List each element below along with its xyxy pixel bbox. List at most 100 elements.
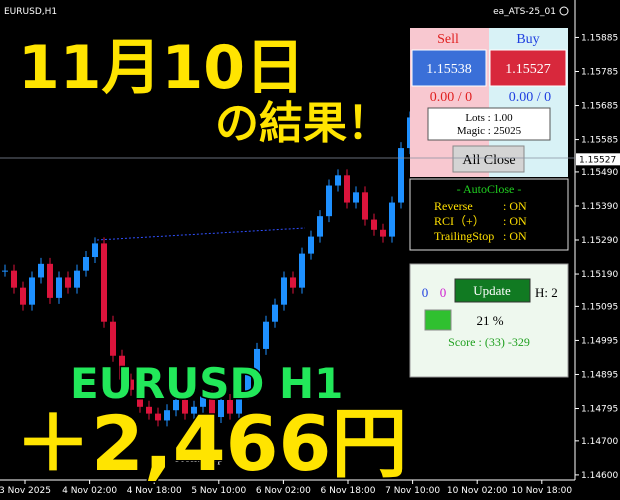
candle [209,396,215,418]
x-tick-label: 6 Nov 02:00 [256,486,311,496]
profit-stop: Profit Stop [175,453,223,465]
candle [389,202,395,237]
buy-price: 1.15527 [505,62,551,77]
x-tick-label: 5 Nov 10:00 [191,486,246,496]
autoclose-state: : ON [503,214,527,228]
x-tick-label: 7 Nov 10:00 [385,486,440,496]
candle [20,287,26,305]
autoclose-name: RCI（+） [434,214,485,228]
left-count: 0 [422,285,429,300]
candle [83,257,89,271]
sell-label: Sell [437,32,459,47]
ea-icon [559,6,569,16]
autoclose-title: - AutoClose - [457,182,522,196]
sell-price: 1.15538 [426,62,472,77]
candle [128,379,134,390]
dotted-line [96,227,306,241]
autoclose-rows: Reverse : ON RCI（+） : ON TrailingStop : ON [434,199,527,243]
score: Score : (33) -329 [448,335,530,349]
y-tick-label: 1.15785 [581,67,618,77]
candle [353,192,359,203]
candle [326,185,332,217]
candle [254,348,260,373]
candle [137,389,143,407]
candle [182,400,188,414]
candle [38,263,44,278]
candle [362,192,368,220]
candle [245,372,251,394]
y-tick-label: 1.15490 [581,168,618,178]
candle [92,243,98,258]
buy-button[interactable] [489,49,567,87]
candle [164,410,170,421]
candle [371,219,377,230]
candle [218,400,224,418]
candle [110,321,116,356]
candle [299,253,305,288]
autoclose-panel [409,178,569,251]
candle [65,277,71,288]
y-tick-label: 1.14700 [581,437,618,447]
candle [272,304,278,322]
y-tick-label: 1.15885 [581,33,618,43]
x-tick-label: 3 Nov 2025 [0,486,51,496]
candle [119,355,125,380]
pair-overlay: EURUSD H1 [70,359,343,408]
y-tick-label: 1.15190 [581,270,618,280]
magic: Magic : 25025 [457,125,522,137]
current-price-box [576,153,620,166]
percent: 21 % [476,313,503,328]
candle [56,277,62,298]
profit-overlay: ＋2,466円 [15,399,407,488]
buy-pl: 0.00 / 0 [509,90,551,105]
sell-pl: 0.00 / 0 [430,90,472,105]
candle [155,413,161,421]
candle [317,216,323,237]
update-button[interactable] [454,278,531,303]
axes: 1.15885 1.15785 1.15685 1.15585 1.15490 1.153… [0,33,620,496]
status-box [424,309,452,331]
date-overlay: 11月10日 [18,33,305,103]
candle [11,270,17,288]
autoclose-name: TrailingStop [434,229,494,243]
candle [29,277,35,305]
candle [335,175,341,186]
candle [236,393,242,414]
candle [308,236,314,254]
candle [191,406,197,414]
x-tick-label: 4 Nov 18:00 [127,486,182,496]
h-value: H: 2 [535,285,558,300]
candle [281,277,287,305]
x-tick-label: 4 Nov 02:00 [62,486,117,496]
lots-box [427,107,551,141]
y-tick-label: 1.14600 [581,471,618,481]
result-overlay: の結果！ [215,98,391,149]
candle [2,270,8,272]
candle [146,406,152,414]
y-tick-label: 1.15685 [581,102,618,112]
all-close-label: All Close [462,153,515,168]
x-tick-label: 10 Nov 02:00 [447,486,508,496]
y-tick-label: 1.14995 [581,336,618,346]
autoclose-state: : ON [503,199,527,213]
candle [227,400,233,414]
candle [47,263,53,298]
lots: Lots : 1.00 [465,112,513,124]
update-label: Update [473,283,511,298]
y-tick-label: 1.14895 [581,370,618,380]
sell-button[interactable] [411,49,487,87]
x-tick-label: 6 Nov 18:00 [321,486,376,496]
candle [74,270,80,288]
autoclose-name: Reverse [434,199,473,213]
y-tick-label: 1.15585 [581,136,618,146]
candle [344,175,350,203]
buy-label: Buy [516,32,539,47]
candle [290,277,296,288]
ea-name: ea_ATS-25_01 [493,7,556,17]
y-tick-label: 1.15390 [581,202,618,212]
autoclose-state: : ON [503,229,527,243]
y-tick-label: 1.14795 [581,405,618,415]
candle [101,243,107,322]
all-close-button[interactable] [452,145,525,173]
